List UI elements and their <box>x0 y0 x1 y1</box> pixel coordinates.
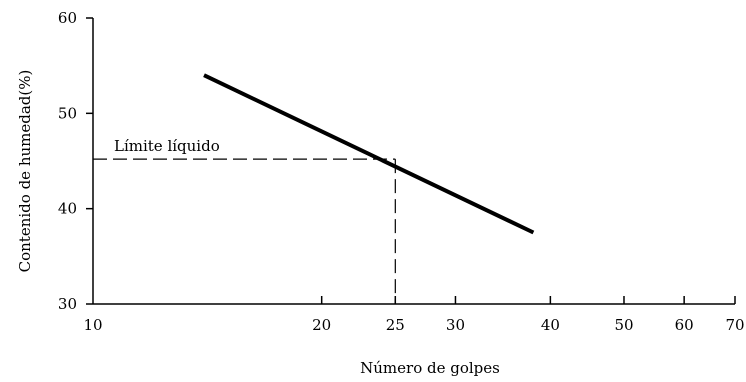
series-layer <box>203 73 535 235</box>
axes-layer <box>92 18 735 305</box>
x-tick-label: 60 <box>675 316 694 334</box>
liquid-limit-label: Límite líquido <box>114 137 220 155</box>
y-tick-label: 50 <box>58 104 77 122</box>
x-tick-label: 50 <box>614 316 633 334</box>
x-tick-label: 70 <box>725 316 744 334</box>
ticks-layer: 30 40 50 60 10 20 25 30 40 50 60 70 <box>58 9 745 334</box>
x-tick-label: 20 <box>312 316 331 334</box>
x-tick-label: 40 <box>541 316 560 334</box>
x-axis-title: Número de golpes <box>360 359 500 377</box>
flow-curve-line <box>203 73 535 235</box>
y-tick-label: 40 <box>58 200 77 218</box>
y-tick-label: 30 <box>58 295 77 313</box>
y-axis-title: Contenido de humedad(%) <box>16 70 34 273</box>
x-tick-label: 30 <box>446 316 465 334</box>
x-tick-label: 25 <box>386 316 405 334</box>
annotation-layer: Límite líquido <box>93 137 396 304</box>
x-tick-label: 10 <box>83 316 102 334</box>
y-tick-label: 60 <box>58 9 77 27</box>
